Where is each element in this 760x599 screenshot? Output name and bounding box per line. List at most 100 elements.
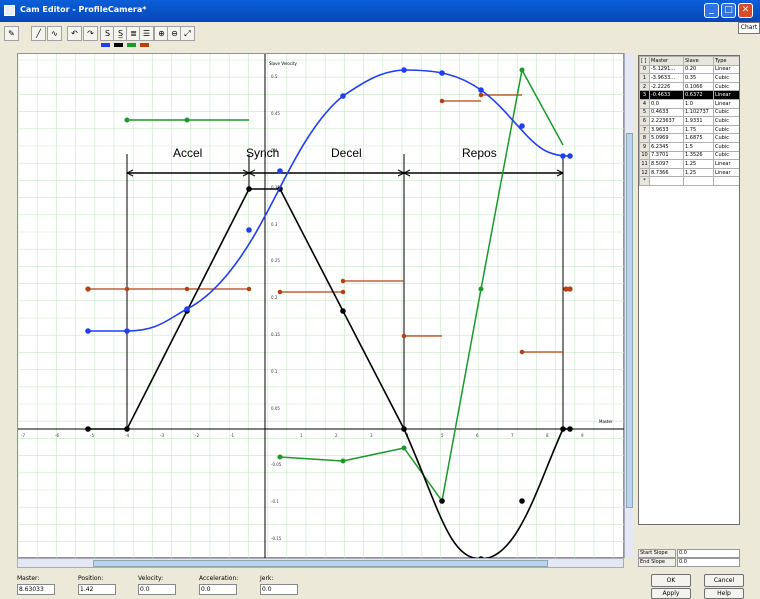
table-cell-slave[interactable]: 1.25 [683,159,714,169]
table-row[interactable]: 9 6.2345 1.5 Cubic [639,141,739,152]
table-cell-slave[interactable]: 1.75 [683,124,714,135]
curve-tool-icon[interactable]: ∿ [47,26,62,41]
y-tick-label: 0.45 [271,111,280,116]
table-cell-slave[interactable]: 1.9331 [683,116,714,126]
table-cell-index[interactable]: 10 [639,150,650,161]
start-slope-field[interactable]: 0.0 [677,549,740,558]
table-cell-slave[interactable]: 1.6875 [683,133,714,143]
cam-chart[interactable]: -7 -6 -5 -4 -3 -2 -1 1 2 3 4 5 6 7 8 9 0.5 0.45 0.4 0.35 0.… [17,53,625,559]
table-cell-type[interactable]: Cubic [713,107,739,118]
y-tick-label: 0.35 [271,185,280,190]
table-cell-index[interactable]: 3 [639,90,650,100]
table-cell-master[interactable]: 6.2345 [649,141,684,152]
table-cell-index[interactable]: 0 [639,64,650,75]
table-cell-index[interactable]: 12 [639,167,650,178]
end-slope-field[interactable]: 0.0 [677,558,740,567]
cancel-button[interactable]: Cancel [704,574,744,587]
table-row[interactable]: 0 -5.1291... 0.20 Linear [639,64,739,75]
table-row[interactable]: 3 -0.4633 0.6372 Linear [639,90,739,100]
table-cell-type[interactable]: Cubic [713,150,739,161]
table-cell-slave[interactable]: 0.1066 [683,81,714,92]
chart-horizontal-scrollbar[interactable] [17,558,624,568]
table-cell-master[interactable]: -5.1291... [649,64,684,75]
table-cell-master[interactable]: -3.9633... [649,73,684,83]
table-cell-type[interactable]: Cubic [713,133,739,143]
cam-points-table[interactable]: [ ] Master Slave Type 0 -5.1291... 0.20 Lin… [638,55,740,525]
table-cell-slave[interactable]: 0.35 [683,73,714,83]
table-row[interactable]: 1 -3.9633... 0.35 Cubic [639,73,739,83]
x-tick-label: 1 [300,433,303,438]
table-cell-type[interactable]: Cubic [713,116,739,126]
maximize-button[interactable]: □ [721,3,736,18]
table-cell-index[interactable]: 6 [639,116,650,126]
chart-vertical-scrollbar[interactable] [624,53,633,558]
table-cell-type[interactable] [713,176,739,186]
line-tool-icon[interactable]: ╱ [31,26,46,41]
table-row[interactable]: 5 0.4633 1.102737 Cubic [639,107,739,118]
apply-button[interactable]: Apply [651,588,691,599]
table-cell-index[interactable]: * [639,176,650,186]
table-cell-slave[interactable]: 1.5 [683,141,714,152]
grid-icon[interactable]: ≣ [126,26,141,41]
grid-alt-icon[interactable]: ☰ [139,26,154,41]
table-cell-master[interactable]: 5.0969 [649,133,684,143]
table-cell-type[interactable]: Linear [713,159,739,169]
undo-icon[interactable]: ↶ [67,26,82,41]
help-button[interactable]: Help [704,588,744,599]
table-row[interactable]: 7 3.9633 1.75 Cubic [639,124,739,135]
table-row[interactable]: * [639,176,739,186]
table-cell-index[interactable]: 11 [639,159,650,169]
minimize-button[interactable]: _ [704,3,719,18]
acceleration-value: 0.0 [199,584,237,595]
table-cell-master[interactable]: 3.9633 [649,124,684,135]
y-tick-label: 0.2 [271,295,278,300]
table-cell-master[interactable]: 0.0 [649,98,684,109]
table-cell-master[interactable]: -2.2226 [649,81,684,92]
table-cell-index[interactable]: 7 [639,124,650,135]
table-cell-slave[interactable]: 1.25 [683,167,714,178]
table-row[interactable]: 8 5.0969 1.6875 Cubic [639,133,739,143]
table-header-row: [ ] Master Slave Type [639,56,739,66]
table-cell-type[interactable]: Cubic [713,124,739,135]
ok-button[interactable]: OK [651,574,691,587]
table-row[interactable]: 2 -2.2226 0.1066 Cubic [639,81,739,92]
table-cell-master[interactable]: -0.4633 [649,90,684,100]
table-cell-master[interactable]: 8.5097 [649,159,684,169]
table-cell-master[interactable]: 2.223637 [649,116,684,126]
table-cell-type[interactable]: Cubic [713,73,739,83]
table-cell-type[interactable]: Linear [713,64,739,75]
pencil-icon[interactable]: ✎ [4,26,19,41]
table-cell-slave[interactable] [683,176,714,186]
table-cell-index[interactable]: 2 [639,81,650,92]
table-cell-slave[interactable]: 1.3526 [683,150,714,161]
table-cell-type[interactable]: Cubic [713,141,739,152]
close-button[interactable]: ✕ [738,3,753,18]
vertical-scroll-thumb[interactable] [626,133,633,508]
table-cell-index[interactable]: 5 [639,107,650,118]
table-cell-slave[interactable]: 0.6372 [683,90,714,100]
table-cell-index[interactable]: 8 [639,133,650,143]
table-cell-master[interactable] [649,176,684,186]
table-cell-type[interactable]: Linear [713,90,739,100]
table-cell-index[interactable]: 1 [639,73,650,83]
table-cell-master[interactable]: 0.4633 [649,107,684,118]
table-row[interactable]: 12 8.7366 1.25 Linear [639,167,739,178]
table-row[interactable]: 6 2.223637 1.9331 Cubic [639,116,739,126]
redo-icon[interactable]: ↷ [83,26,98,41]
table-cell-type[interactable]: Linear [713,98,739,109]
zoom-fit-icon[interactable]: ⤢ [180,26,195,41]
table-cell-type[interactable]: Cubic [713,81,739,92]
horizontal-scroll-thumb[interactable] [93,560,548,567]
table-cell-type[interactable]: Linear [713,167,739,178]
table-cell-index[interactable]: 4 [639,98,650,109]
cam-chart-svg[interactable]: -7 -6 -5 -4 -3 -2 -1 1 2 3 4 5 6 7 8 9 0.50.450.40.350.… [18,54,625,559]
table-row[interactable]: 10 7.3701 1.3526 Cubic [639,150,739,161]
table-cell-master[interactable]: 8.7366 [649,167,684,178]
table-cell-slave[interactable]: 0.20 [683,64,714,75]
table-cell-index[interactable]: 9 [639,141,650,152]
table-cell-master[interactable]: 7.3701 [649,150,684,161]
table-cell-slave[interactable]: 1.102737 [683,107,714,118]
table-row[interactable]: 4 0.0 1.0 Linear [639,98,739,109]
table-cell-slave[interactable]: 1.0 [683,98,714,109]
table-row[interactable]: 11 8.5097 1.25 Linear [639,159,739,169]
